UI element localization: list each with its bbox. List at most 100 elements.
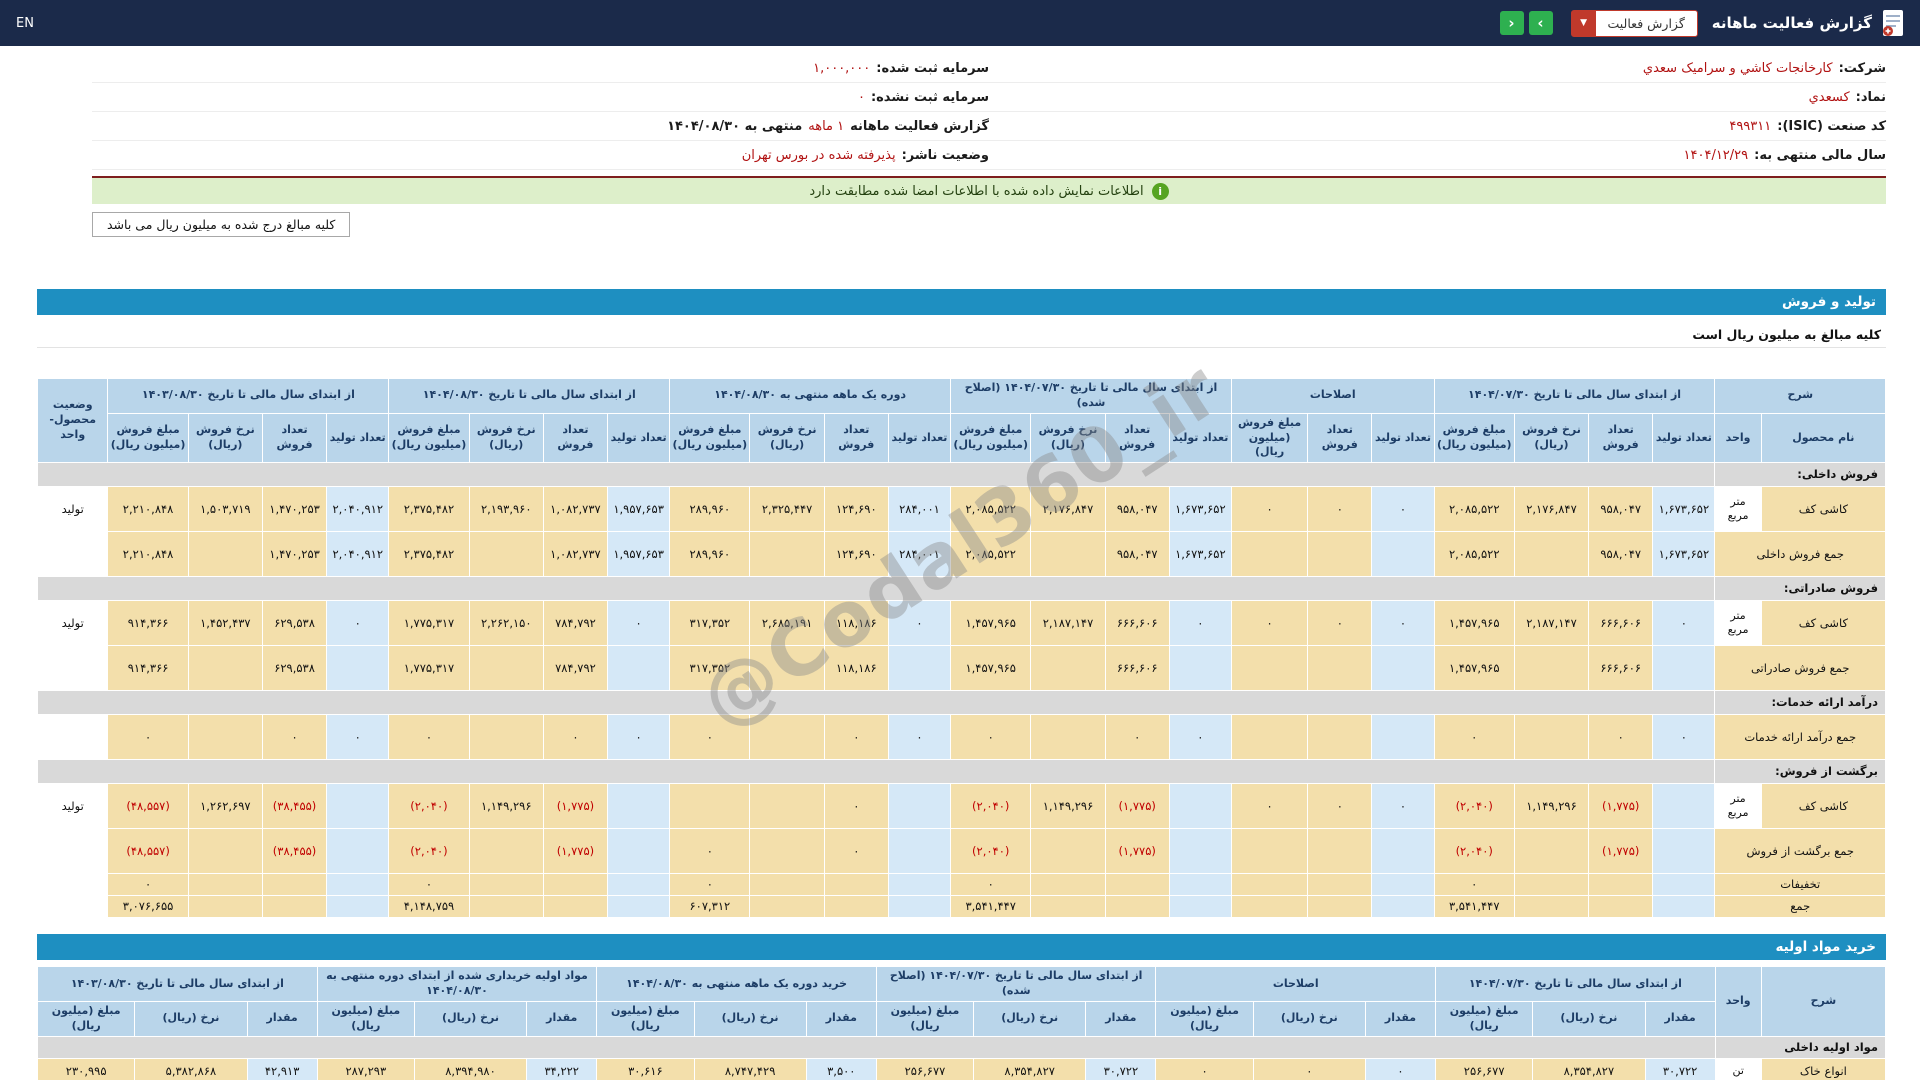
value-cell	[1230, 531, 1309, 578]
language-toggle[interactable]: EN	[16, 15, 34, 31]
value-cell: ۱,۷۷۵,۳۱۷	[388, 600, 470, 647]
row-label: انواع خاک	[1760, 1057, 1887, 1080]
value-cell: ۸,۷۴۷,۴۲۹	[693, 1057, 807, 1080]
unit-cell: متر مربع	[1714, 783, 1762, 830]
value-cell	[669, 783, 751, 830]
column-header: مقدار	[526, 1000, 598, 1037]
value-cell	[1513, 828, 1590, 875]
value-cell: ۱,۶۷۳,۶۵۲	[1652, 531, 1716, 578]
row-label: جمع	[1714, 895, 1886, 919]
value-cell	[887, 645, 952, 692]
prev-report-button[interactable]: ‹	[1499, 11, 1524, 35]
value-cell	[326, 828, 390, 875]
value-cell	[1104, 895, 1170, 919]
value-cell: ۲,۱۷۶,۸۴۷	[1513, 486, 1590, 533]
section-row: فروش داخلی:	[36, 462, 1886, 488]
section-label: فروش صادراتی:	[1714, 576, 1886, 602]
column-group-header: از ابتدای سال مالی تا تاریخ ۱۴۰۴/۰۷/۳۰ (…	[950, 378, 1232, 414]
value-cell: ۰	[669, 714, 751, 761]
value-cell: ۰	[1433, 714, 1515, 761]
unit-cell: تن	[1714, 1057, 1762, 1080]
value-cell: ۰	[107, 714, 189, 761]
value-cell	[887, 895, 952, 919]
value-cell: ۲,۲۱۰,۸۴۸	[107, 486, 189, 533]
value-cell	[1230, 714, 1309, 761]
column-header: تعداد تولید	[1652, 412, 1716, 464]
value-cell: (۲,۰۴۰)	[388, 828, 470, 875]
value-cell: ۲۸۴,۰۰۱	[887, 531, 952, 578]
column-header: تعداد تولید	[607, 412, 671, 464]
value-cell: ۱,۲۶۲,۶۹۷	[187, 783, 263, 830]
value-cell: ۱۲۴,۶۹۰	[823, 486, 889, 533]
value-cell: ۲,۱۷۶,۸۴۷	[1030, 486, 1106, 533]
value-cell: ۸,۳۵۴,۸۲۷	[1532, 1057, 1646, 1080]
value-cell: ۹۵۸,۰۴۷	[1104, 486, 1170, 533]
value-cell: ۶۶۶,۶۰۶	[1588, 600, 1654, 647]
value-cell: (۱,۷۷۵)	[542, 828, 609, 875]
column-group-header: از ابتدای سال مالی تا تاریخ ۱۴۰۴/۰۷/۳۰	[1435, 966, 1716, 1002]
value-cell: ۱,۱۴۹,۲۹۶	[1513, 783, 1590, 830]
value-cell	[1230, 645, 1309, 692]
value-cell	[1588, 873, 1654, 897]
value-cell	[1230, 828, 1309, 875]
value-cell	[749, 783, 825, 830]
column-header: تعداد فروش	[261, 412, 328, 464]
value-cell: ۲,۶۸۵,۱۹۱	[749, 600, 825, 647]
value-cell: ۳۱۷,۳۵۲	[669, 645, 751, 692]
info-field-symbol: نماد: کسعدي	[989, 83, 1886, 112]
value-cell: ۹۱۴,۳۶۶	[107, 645, 189, 692]
section-raw-materials: خرید مواد اولیه	[37, 934, 1886, 961]
column-header: تعداد فروش	[1104, 412, 1170, 464]
value-cell	[1030, 828, 1106, 875]
value-cell: (۱,۷۷۵)	[1588, 783, 1654, 830]
value-cell	[1652, 895, 1716, 919]
section-row: درآمد ارائه خدمات:	[36, 690, 1886, 716]
value-cell: ۶۰۷,۳۱۲	[669, 895, 751, 919]
info-field-issuer-status: وضعیت ناشر: پذیرفته شده در بورس تهران	[92, 141, 989, 170]
row-label: کاشی کف	[1760, 600, 1887, 647]
column-group-header: اصلاحات	[1155, 966, 1437, 1002]
amounts-note: کلیه مبالغ درج شده به میلیون ریال می باش…	[92, 212, 351, 237]
value-cell	[1307, 714, 1373, 761]
value-cell: ۰	[388, 873, 470, 897]
value-cell: ۰	[107, 873, 189, 897]
column-group-header: دوره یک ماهه منتهی به ۱۴۰۴/۰۸/۳۰	[669, 378, 952, 414]
next-report-button[interactable]: ›	[1528, 11, 1553, 35]
report-type-dropdown[interactable]: گزارش فعالیت ▼	[1570, 9, 1698, 37]
value-cell: ۰	[326, 600, 390, 647]
row-label: تخفیفات	[1714, 873, 1886, 897]
column-group-header: از ابتدای سال مالی تا تاریخ ۱۴۰۳/۰۸/۳۰	[107, 378, 390, 414]
value-cell: ۰	[1252, 1057, 1366, 1080]
value-cell: ۰	[1155, 1057, 1254, 1080]
row-label: جمع فروش صادراتی	[1714, 645, 1886, 692]
value-cell: ۰	[607, 600, 671, 647]
column-group-header: مواد اولیه خریداری شده از ابتدای دوره من…	[316, 966, 598, 1002]
value-cell: ۰	[1168, 600, 1232, 647]
value-cell	[607, 783, 671, 830]
value-cell: ۵,۳۸۲,۸۶۸	[134, 1057, 248, 1080]
value-cell	[1030, 645, 1106, 692]
value-cell: ۰	[950, 714, 1032, 761]
column-header: مبلغ (میلیون ریال)	[36, 1000, 136, 1037]
value-cell	[887, 783, 952, 830]
value-cell: ۲۵۶,۶۷۷	[875, 1057, 975, 1080]
value-cell	[607, 828, 671, 875]
value-cell	[749, 645, 825, 692]
value-cell: ۲,۲۶۲,۱۵۰	[468, 600, 544, 647]
table-row: کاشی کف متر مربع (۱,۷۷۵) ۱,۱۴۹,۲۹۶ (۲,۰۴۰) ۰ ۰…	[36, 783, 1887, 830]
value-cell	[1168, 783, 1232, 830]
value-cell	[187, 531, 263, 578]
value-cell: ۰	[1652, 714, 1716, 761]
value-cell	[326, 895, 390, 919]
report-type-label: گزارش فعالیت	[1607, 15, 1685, 31]
table-row: جمع فروش داخلی ۱,۶۷۳,۶۵۲ ۹۵۸,۰۴۷ ۲,۰۸۵,۵۲۲ ۱…	[36, 531, 1886, 578]
value-cell	[1307, 645, 1373, 692]
value-cell	[1307, 873, 1373, 897]
value-cell	[326, 645, 390, 692]
column-header: مقدار	[1364, 1000, 1437, 1037]
column-header: مبلغ فروش (میلیون ریال)	[107, 412, 189, 464]
table-subtitle: کلیه مبالغ به میلیون ریال است	[37, 322, 1886, 348]
column-header: نرخ (ریال)	[1252, 1000, 1366, 1037]
value-cell: ۲,۱۸۷,۱۴۷	[1513, 600, 1590, 647]
value-cell: ۸,۳۵۴,۸۲۷	[973, 1057, 1087, 1080]
